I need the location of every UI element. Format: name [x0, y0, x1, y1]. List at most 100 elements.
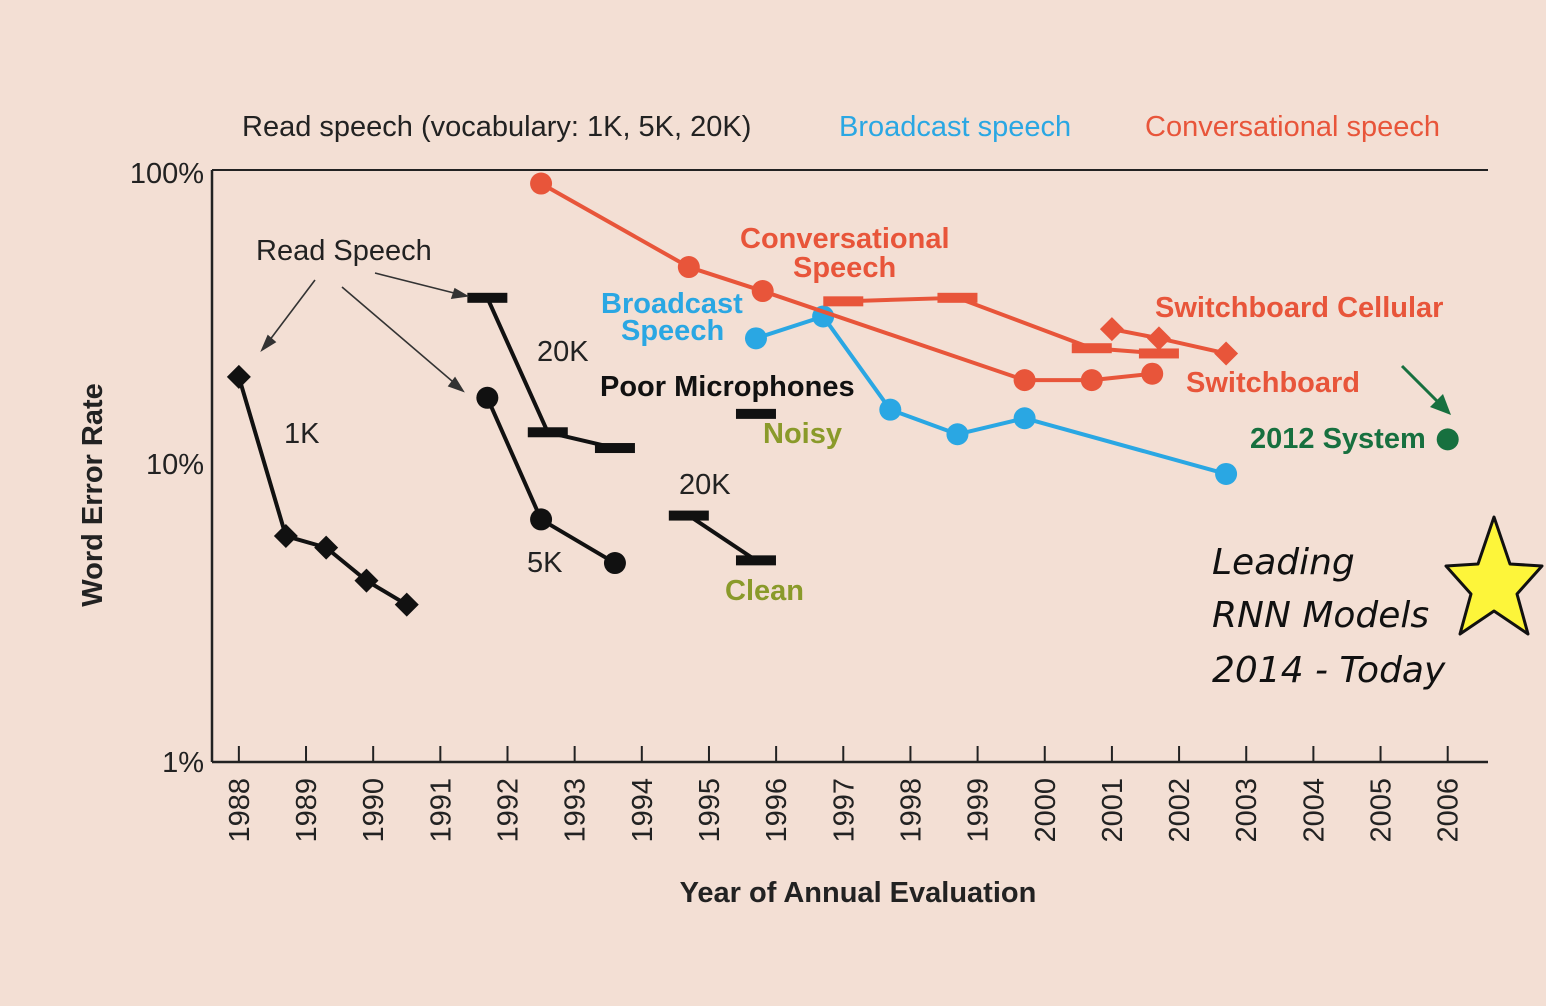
series-5k-circle — [476, 386, 626, 575]
point-1k-diamond-0 — [226, 364, 251, 389]
x-tick-label-1989: 1989 — [291, 778, 323, 843]
x-tick-label-1999: 1999 — [963, 778, 995, 843]
point-conversational-speech-circle-0 — [530, 172, 553, 195]
series-line-5k-circle — [485, 396, 616, 565]
annotation-switchboard: Switchboard — [1186, 367, 1360, 399]
x-tick-label-2003: 2003 — [1231, 778, 1263, 843]
point-broadcast-speech-circle-0 — [744, 327, 767, 350]
annotation-20k-read: 20K — [537, 336, 589, 368]
rnn-note-line-1: Leading — [1212, 542, 1355, 583]
series-2012-system-circle — [1436, 428, 1459, 451]
x-tick-label-2001: 2001 — [1097, 778, 1129, 843]
read-speech-arrow-20k — [374, 272, 463, 296]
point-20k-bar-1 — [527, 427, 568, 438]
series-line-1k-diamond — [236, 376, 408, 607]
point-20k-bar-0 — [467, 292, 508, 303]
x-tick-label-2000: 2000 — [1030, 778, 1062, 843]
read-speech-arrowhead-5k — [447, 376, 465, 393]
read-speech-arrow-5k — [341, 286, 460, 388]
series-conversational-speech-circle — [530, 172, 1164, 392]
annotation-read-speech: Read Speech — [256, 235, 432, 267]
arrows — [260, 272, 470, 393]
x-tick-label-1993: 1993 — [560, 778, 592, 843]
point-1k-diamond-2 — [314, 535, 339, 560]
series-clean-bar — [668, 510, 776, 566]
y-tick-label-100: 100% — [130, 158, 204, 190]
point-1k-diamond-4 — [394, 592, 419, 617]
y-tick-labels: 100% 10% 1% — [130, 158, 204, 779]
x-tick-label-1988: 1988 — [224, 778, 256, 843]
x-ticks — [237, 746, 1449, 762]
x-tick-labels: 1988 1989 1990 1991 1992 1993 1994 1995 1996 1997… — [224, 778, 1465, 843]
x-axis-title: Year of Annual Evaluation — [680, 877, 1037, 909]
point-conversational-speech-circle-5 — [1141, 362, 1164, 385]
x-tick-label-1990: 1990 — [358, 778, 390, 843]
point-noisy-bar-0 — [735, 408, 776, 419]
x-tick-label-1994: 1994 — [627, 778, 659, 843]
series-1k-diamond — [226, 364, 419, 617]
point-conversational-speech-bar-1 — [937, 292, 978, 303]
series-line-clean-bar — [687, 513, 758, 563]
point-conversational-speech-circle-3 — [1013, 369, 1036, 392]
y-tick-label-10: 10% — [146, 449, 204, 481]
read-speech-arrowhead-1k — [260, 334, 277, 353]
series-line-20k-bar — [485, 296, 616, 450]
point-conversational-speech-circle-4 — [1080, 369, 1103, 392]
point-clean-bar-1 — [735, 555, 776, 566]
read-speech-arrowhead-20k — [450, 287, 470, 299]
point-switchboard-cellular-diamond-0 — [1099, 317, 1124, 342]
annotation-switchboard-cellular: Switchboard Cellular — [1155, 292, 1443, 324]
x-tick-label-1996: 1996 — [761, 778, 793, 843]
point-broadcast-speech-circle-5 — [1215, 462, 1238, 485]
system-2012-arrowhead — [1430, 394, 1451, 415]
series-noisy-bar — [735, 408, 776, 419]
point-clean-bar-0 — [668, 510, 709, 521]
point-conversational-speech-bar-2 — [1071, 343, 1112, 354]
x-tick-label-1991: 1991 — [425, 778, 457, 843]
point-1k-diamond-3 — [354, 568, 379, 593]
y-axis-title: Word Error Rate — [77, 383, 109, 606]
point-broadcast-speech-circle-2 — [879, 398, 902, 421]
legend-conversational-speech: Conversational speech — [1145, 111, 1440, 143]
point-5k-circle-1 — [530, 508, 553, 531]
legend: Read speech (vocabulary: 1K, 5K, 20K) Br… — [242, 111, 1440, 143]
point-broadcast-speech-circle-4 — [1013, 407, 1036, 430]
rnn-note: Leading RNN Models 2014 - Today — [1212, 515, 1544, 691]
annotation-clean: Clean — [725, 575, 804, 607]
point-broadcast-speech-circle-3 — [946, 423, 969, 446]
rnn-note-line-2: RNN Models — [1212, 595, 1429, 636]
star-icon — [1444, 515, 1544, 636]
point-switchboard-cellular-diamond-2 — [1214, 341, 1239, 366]
legend-broadcast-speech: Broadcast speech — [839, 111, 1071, 143]
x-tick-label-2004: 2004 — [1298, 778, 1330, 843]
read-speech-arrow-1k — [265, 279, 316, 346]
series-broadcast-speech-circle — [744, 305, 1238, 485]
x-tick-label-1997: 1997 — [828, 778, 860, 843]
series-conversational-speech-bar — [823, 292, 1179, 359]
point-switchboard-cellular-diamond-1 — [1146, 326, 1171, 351]
point-conversational-speech-bar-0 — [823, 296, 864, 307]
x-tick-label-2005: 2005 — [1366, 778, 1398, 843]
point-5k-circle-2 — [603, 552, 626, 575]
series-layer — [226, 172, 1459, 617]
annotation-20k-poor-mic: 20K — [679, 469, 731, 501]
annotation-broadcast-speech: Speech — [621, 315, 724, 347]
series-switchboard-cellular-diamond — [1099, 317, 1239, 366]
annotation-2012-system: 2012 System — [1250, 423, 1426, 455]
axes: 1988 1989 1990 1991 1992 1993 1994 1995 1996 1997… — [77, 158, 1488, 909]
point-conversational-speech-circle-1 — [677, 256, 700, 279]
annotation-1k: 1K — [284, 418, 320, 450]
x-tick-label-2002: 2002 — [1164, 778, 1196, 843]
x-tick-label-1998: 1998 — [895, 778, 927, 843]
point-2012-system-circle-0 — [1436, 428, 1459, 451]
point-conversational-speech-bar-3 — [1138, 348, 1179, 359]
system-2012-arrow — [1400, 364, 1451, 415]
annotation-noisy: Noisy — [763, 418, 842, 450]
point-20k-bar-2 — [594, 443, 635, 454]
annotation-poor-microphones: Poor Microphones — [600, 371, 855, 403]
point-1k-diamond-1 — [273, 524, 298, 549]
point-5k-circle-0 — [476, 386, 499, 409]
x-tick-label-1995: 1995 — [694, 778, 726, 843]
series-line-conversational-speech-bar — [843, 295, 1160, 356]
